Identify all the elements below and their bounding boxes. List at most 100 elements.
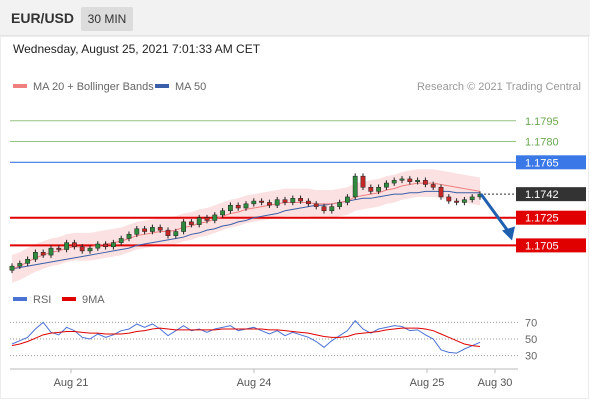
level-label-4: 1.1725 — [525, 213, 559, 225]
candle-body — [415, 180, 420, 182]
price-legend: MA 20 + Bollinger Bands MA 50 Research ©… — [13, 81, 581, 93]
candle-body — [243, 203, 249, 209]
candle-body — [430, 184, 436, 188]
candle-body — [189, 221, 194, 225]
rsi-legend: RSI 9MA — [13, 294, 105, 306]
candle-body — [64, 242, 69, 250]
candle-body — [72, 242, 77, 248]
candle-body — [111, 242, 116, 248]
candle-body — [352, 175, 358, 198]
rsi-ma9-line — [11, 327, 481, 347]
candle-body — [267, 202, 272, 206]
legend-swatch-rsi — [13, 297, 27, 301]
candle-body — [423, 180, 428, 185]
x-tick-label-1: Aug 24 — [237, 377, 272, 389]
level-label-0: 1.1795 — [525, 116, 559, 128]
candle-body — [142, 228, 147, 232]
x-tick-label-3: Aug 30 — [478, 377, 513, 389]
candle-body — [399, 178, 405, 181]
candle-body — [274, 199, 280, 206]
legend-label-rsi: RSI — [33, 294, 51, 306]
legend-swatch-ma50 — [155, 84, 169, 88]
candle-body — [329, 206, 335, 212]
x-tick-label-2: Aug 25 — [410, 377, 445, 389]
candle-body — [376, 186, 381, 192]
rsi-line — [11, 319, 481, 354]
candle-body — [454, 200, 459, 203]
candle-body — [337, 202, 342, 207]
candle-body — [103, 243, 108, 248]
level-label-3: 1.1742 — [525, 189, 559, 201]
candle-body — [40, 252, 46, 256]
candle-body — [438, 186, 444, 198]
level-label-2: 1.1765 — [525, 157, 559, 169]
forecast-arrow-head — [502, 226, 515, 241]
candle-body — [306, 200, 311, 205]
candle-body — [462, 199, 467, 203]
candle-body — [220, 210, 225, 216]
candle-body — [150, 227, 155, 232]
legend-swatch-9ma — [62, 297, 76, 301]
rsi-tick-label-2: 30 — [525, 351, 537, 363]
rsi-tick-label-1: 50 — [525, 334, 537, 346]
candle-body — [391, 180, 397, 184]
candle-body — [17, 263, 23, 267]
legend-label-ma20: MA 20 + Bollinger Bands — [33, 81, 154, 93]
chart-datetime: Wednesday, August 25, 2021 7:01:33 AM CE… — [13, 42, 261, 56]
bollinger-band — [12, 169, 480, 283]
candle-body — [321, 206, 327, 212]
candle-body — [212, 214, 218, 221]
candle-body — [9, 265, 15, 271]
level-label-1: 1.1780 — [525, 137, 559, 149]
candle-body — [384, 182, 389, 188]
candle-body — [173, 231, 179, 236]
x-axis: Aug 21 Aug 24 Aug 25 Aug 30 — [54, 369, 513, 389]
price-plot-area: 1.1795 1.1780 1.1765 1.1742 1.1725 1.1705 — [9, 116, 586, 283]
candle-body — [165, 229, 171, 236]
legend-swatch-ma20 — [13, 84, 27, 88]
toolbar: EUR/USD 30 MIN — [0, 0, 590, 36]
candle-body — [134, 228, 140, 235]
level-tag-2 — [516, 155, 586, 170]
candle-body — [469, 196, 475, 200]
candle-body — [79, 246, 85, 252]
candle-body — [313, 203, 319, 207]
candle-body — [126, 234, 132, 239]
level-label-5: 1.1705 — [525, 240, 559, 252]
candle-body — [25, 258, 30, 264]
timeframe-button[interactable]: 30 MIN — [81, 7, 133, 31]
candle-body — [407, 178, 413, 182]
candle-body — [33, 252, 38, 260]
candle-body — [48, 247, 54, 256]
legend-label-9ma: 9MA — [82, 294, 105, 306]
rsi-tick-label-0: 70 — [525, 317, 537, 329]
candle-body — [95, 243, 101, 249]
candle-body — [204, 217, 210, 221]
level-tag-3 — [516, 187, 586, 202]
chart-credit: Research © 2021 Trading Central — [417, 81, 581, 93]
candle-body — [181, 221, 186, 232]
candle-body — [345, 196, 350, 203]
candle-body — [259, 200, 264, 203]
candle-body — [56, 247, 62, 250]
candle-body — [282, 199, 288, 203]
level-tag-4 — [516, 210, 586, 225]
candle-body — [446, 196, 452, 202]
candle-body — [251, 200, 257, 205]
level-tag-5 — [516, 238, 586, 253]
candle-body — [157, 227, 163, 231]
candle-body — [118, 238, 124, 243]
x-tick-label-0: Aug 21 — [54, 377, 89, 389]
candle-body — [87, 247, 93, 252]
ma50-line — [11, 190, 480, 270]
candle-body — [228, 204, 233, 212]
symbol-label: EUR/USD — [11, 10, 75, 26]
rsi-plot-area: 70 50 30 — [10, 317, 537, 363]
candle-body — [290, 198, 296, 203]
candle-body — [196, 217, 202, 225]
candle-body — [368, 186, 374, 192]
candle-body — [360, 175, 366, 188]
legend-label-ma50: MA 50 — [175, 81, 206, 93]
candle-body — [298, 198, 303, 202]
